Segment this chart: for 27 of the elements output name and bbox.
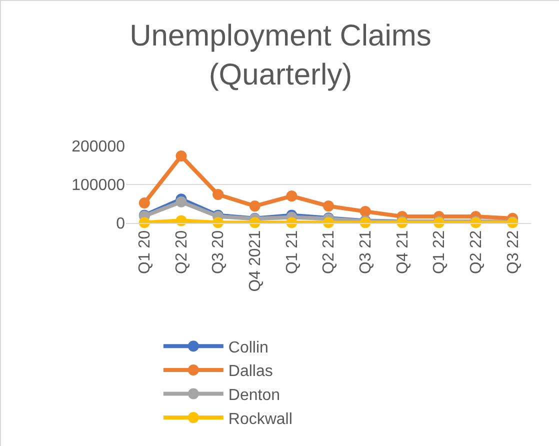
point [138,197,150,208]
legend-label: Rockwall [228,410,292,428]
legend-label: Denton [228,387,280,404]
point [176,196,187,208]
x-tick-label: Q1 21 [284,230,301,274]
x-tick-label: Q3 22 [504,230,522,274]
point [249,200,260,212]
point [323,200,334,212]
x-tick-label: Q2 21 [320,230,338,274]
legend-label: Dallas [228,363,273,380]
x-tick-label: Q3 20 [210,230,228,274]
point [360,206,371,217]
x-tick-label: Q2 20 [173,230,190,274]
y-tick-label: 100000 [72,177,126,194]
chart-title: Unemployment Claims (Quarterly) [130,20,432,92]
y-tick-label: 0 [116,216,126,233]
x-tick-label: Q1 22 [431,230,448,274]
point [212,189,224,200]
x-tick-label: Q2 22 [468,230,485,274]
x-tick-label: Q4 21 [394,230,412,274]
point [176,150,187,162]
point [286,190,298,202]
y-tick-label: 200000 [72,138,126,156]
x-tick-label: Q3 21 [358,230,375,274]
legend-label: Collin [228,339,268,356]
x-tick-label: Q1 20 [136,230,154,274]
x-tick-label: Q4 2021 [247,230,264,292]
